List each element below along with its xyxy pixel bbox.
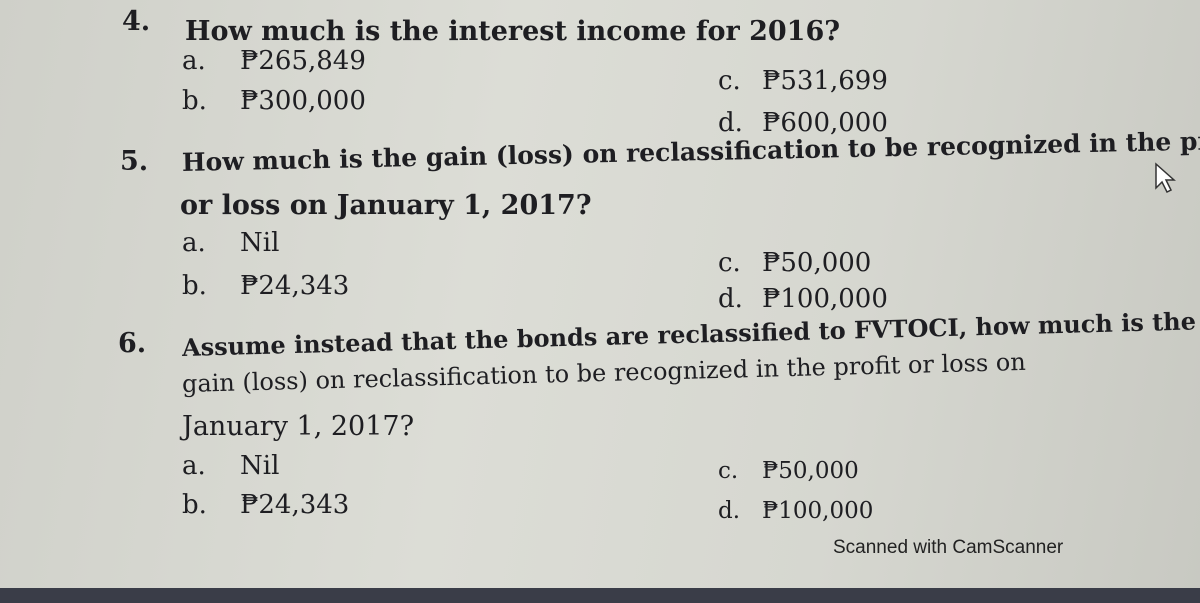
option-letter: a.	[182, 46, 206, 76]
question-text: Assume instead that the bonds are reclas…	[181, 306, 1197, 362]
option-text: ₱24,343	[240, 490, 350, 520]
watermark: Scanned with CamScanner	[833, 537, 1064, 558]
option-letter: d.	[718, 108, 743, 138]
bottom-edge	[0, 588, 1200, 603]
question-text: January 1, 2017?	[182, 411, 415, 442]
option-text: ₱50,000	[762, 458, 859, 484]
option-text: ₱24,343	[240, 271, 350, 301]
option-text: ₱50,000	[762, 248, 872, 278]
question-text: or loss on January 1, 2017?	[180, 190, 592, 221]
question-text: How much is the interest income for 2016…	[185, 16, 841, 47]
question-text: How much is the gain (loss) on reclassif…	[181, 125, 1200, 177]
option-text: ₱100,000	[762, 284, 888, 314]
option-letter: d.	[718, 498, 741, 524]
question-number: 5.	[120, 146, 149, 177]
option-text: Nil	[240, 228, 280, 258]
cursor-icon	[1155, 162, 1176, 194]
option-text: ₱300,000	[240, 86, 366, 116]
question-number: 6.	[118, 328, 147, 359]
option-letter: b.	[182, 490, 207, 520]
option-letter: b.	[182, 86, 207, 116]
question-number: 4.	[122, 6, 151, 37]
option-text: ₱531,699	[762, 66, 888, 96]
option-letter: c.	[718, 66, 741, 96]
option-letter: c.	[718, 248, 741, 278]
option-letter: a.	[182, 228, 206, 258]
option-letter: d.	[718, 284, 743, 314]
option-text: Nil	[240, 451, 280, 481]
option-text: ₱100,000	[762, 498, 874, 524]
option-text: ₱600,000	[762, 108, 888, 138]
option-letter: b.	[182, 271, 207, 301]
option-text: ₱265,849	[240, 46, 366, 76]
option-letter: c.	[718, 458, 739, 484]
option-letter: a.	[182, 451, 206, 481]
